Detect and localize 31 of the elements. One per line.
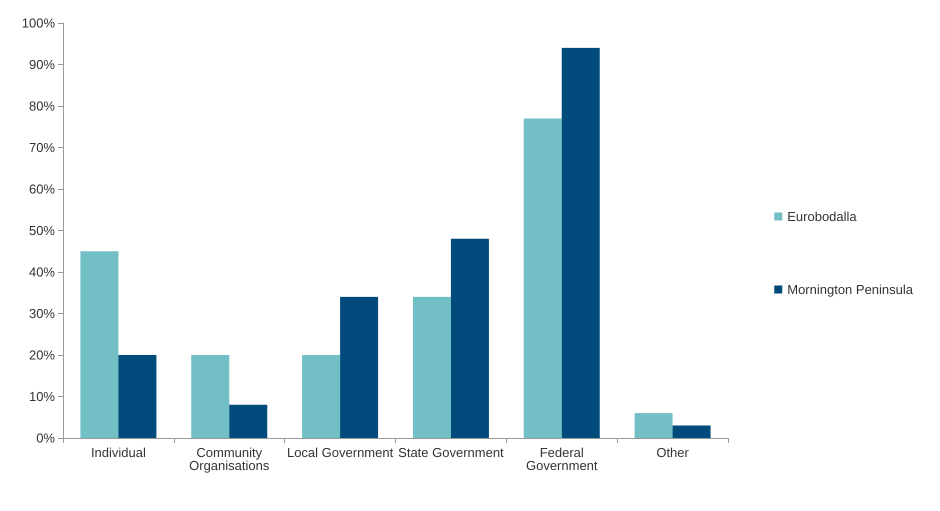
y-tick-label: 90%: [28, 57, 56, 72]
y-tick-label: 0%: [36, 430, 56, 446]
bar: [634, 413, 673, 438]
bar: [229, 404, 268, 438]
bar: [412, 296, 451, 438]
bar: [191, 355, 230, 438]
bar: [672, 426, 711, 438]
bar: [118, 355, 156, 438]
bar: [340, 296, 378, 438]
bar: [302, 355, 340, 438]
bar: [562, 48, 600, 438]
y-tick-label: 50%: [28, 223, 56, 238]
y-tick-label: 60%: [28, 182, 56, 196]
x-tick-label: Local Government: [286, 445, 394, 460]
y-tick-label: 80%: [28, 98, 56, 114]
y-tick-label: 20%: [28, 348, 56, 362]
y-tick-label: 40%: [28, 264, 56, 280]
legend-label: Mornington Peninsula: [787, 282, 914, 297]
y-tick-label: 30%: [28, 306, 56, 321]
bar: [80, 251, 118, 438]
y-tick-label: 10%: [28, 389, 56, 404]
x-tick-label: Community Organisations: [189, 445, 270, 473]
x-tick-label: State Government: [398, 445, 504, 460]
x-tick-label: Other: [656, 445, 690, 460]
y-tick-label: 100%: [22, 16, 56, 30]
x-tick-label: Individual: [90, 445, 146, 460]
legend-label: Eurobodalla: [787, 209, 858, 224]
bar: [450, 238, 489, 438]
bar: [524, 118, 562, 438]
y-tick-label: 70%: [28, 140, 56, 155]
x-tick-label: Federal Government: [526, 445, 598, 473]
